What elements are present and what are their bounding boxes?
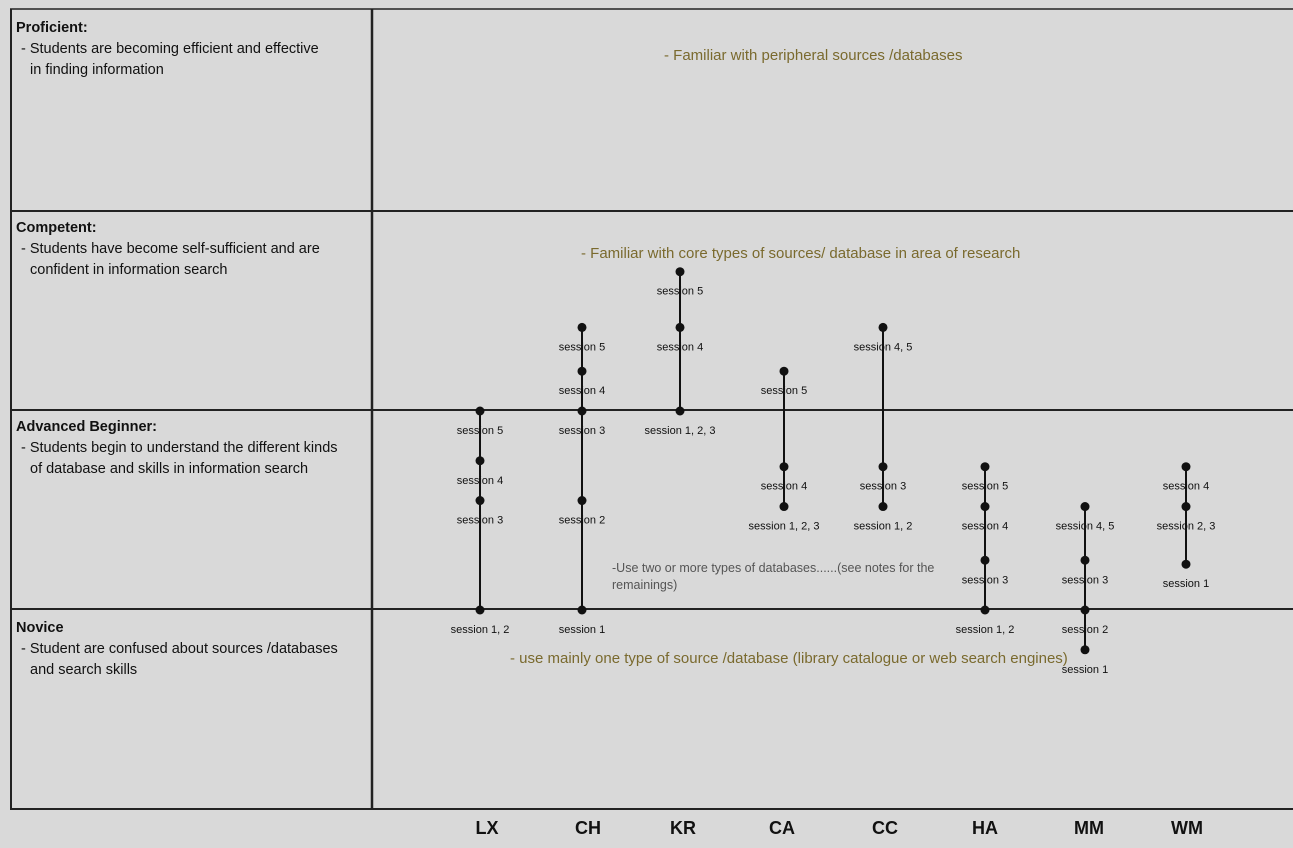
session-point [475, 456, 485, 466]
level-novice: Novice - Student are confused about sour… [16, 618, 366, 681]
session-label: session 1, 2 [854, 521, 913, 533]
session-label: session 4 [657, 341, 703, 353]
session-point [878, 502, 888, 512]
session-label: session 4 [962, 521, 1008, 533]
session-point [878, 322, 888, 332]
session-label: session 4 [761, 481, 807, 493]
session-label: session 3 [1062, 574, 1108, 586]
session-point [1181, 559, 1191, 569]
level-proficient: Proficient: - Students are becoming effi… [16, 18, 366, 81]
session-label: session 5 [657, 286, 703, 298]
level-title-competent: Competent: [16, 220, 97, 236]
session-label: session 1, 2 [956, 624, 1015, 636]
session-point [577, 366, 587, 376]
level-title-novice: Novice [16, 620, 64, 636]
band-text-advanced-beginner: -Use two or more types of databases.....… [612, 561, 935, 592]
session-point [779, 366, 789, 376]
session-label: session 1, 2, 3 [749, 521, 820, 533]
session-point [980, 462, 990, 472]
session-label: session 3 [860, 481, 906, 493]
session-label: session 1, 2, 3 [645, 425, 716, 437]
session-point [779, 502, 789, 512]
session-point [675, 406, 685, 416]
band-text-competent: - Familiar with core types of sources/ d… [581, 245, 1021, 262]
student-label-mm: MM [1074, 818, 1104, 838]
level-title-advanced-beginner: Advanced Beginner: [16, 419, 157, 435]
student-label-ha: HA [972, 818, 998, 838]
session-point [577, 496, 587, 506]
level-description-competent: - Students have become self-sufficient a… [21, 241, 320, 278]
student-label-ch: CH [575, 818, 601, 838]
session-point [577, 406, 587, 416]
session-label: session 1 [1062, 664, 1108, 676]
session-label: session 4 [1163, 481, 1209, 493]
session-point [577, 605, 587, 615]
session-point [980, 605, 990, 615]
session-point [475, 496, 485, 506]
session-point [1181, 462, 1191, 472]
student-label-cc: CC [872, 818, 898, 838]
level-advanced-beginner: Advanced Beginner: - Students begin to u… [16, 417, 366, 480]
student-label-lx: LX [475, 818, 499, 838]
band-text-novice: - use mainly one type of source /databas… [510, 650, 1068, 667]
band-text-proficient: - Familiar with peripheral sources /data… [664, 47, 963, 64]
session-label: session 4, 5 [1056, 521, 1115, 533]
session-point [475, 605, 485, 615]
session-point [878, 462, 888, 472]
session-label: session 2 [559, 515, 605, 527]
student-label-wm: WM [1171, 818, 1203, 838]
session-label: session 4, 5 [854, 341, 913, 353]
session-point [980, 502, 990, 512]
session-label: session 1 [1163, 578, 1209, 590]
session-point [1080, 555, 1090, 565]
session-label: session 1 [559, 624, 605, 636]
level-description-advanced-beginner: - Students begin to understand the diffe… [21, 440, 338, 477]
session-label: session 2, 3 [1157, 521, 1216, 533]
session-label: session 4 [457, 475, 503, 487]
session-point [980, 555, 990, 565]
session-point [475, 406, 485, 416]
session-point [1080, 645, 1090, 655]
session-label: session 5 [559, 341, 605, 353]
session-point [675, 267, 685, 277]
student-label-kr: KR [670, 818, 696, 838]
level-description-proficient: - Students are becoming efficient and ef… [21, 41, 319, 78]
session-label: session 5 [457, 425, 503, 437]
session-point [1080, 605, 1090, 615]
session-point [779, 462, 789, 472]
session-label: session 1, 2 [451, 624, 510, 636]
level-competent: Competent: - Students have become self-s… [16, 218, 366, 281]
session-label: session 2 [1062, 624, 1108, 636]
session-point [1080, 502, 1090, 512]
session-label: session 3 [962, 574, 1008, 586]
session-label: session 3 [457, 515, 503, 527]
session-point [675, 322, 685, 332]
session-label: session 5 [761, 385, 807, 397]
level-description-novice: - Student are confused about sources /da… [21, 641, 338, 678]
session-point [577, 322, 587, 332]
session-label: session 3 [559, 425, 605, 437]
session-label: session 5 [962, 481, 1008, 493]
level-title-proficient: Proficient: [16, 20, 88, 36]
session-label: session 4 [559, 385, 605, 397]
session-point [1181, 502, 1191, 512]
student-label-ca: CA [769, 818, 795, 838]
